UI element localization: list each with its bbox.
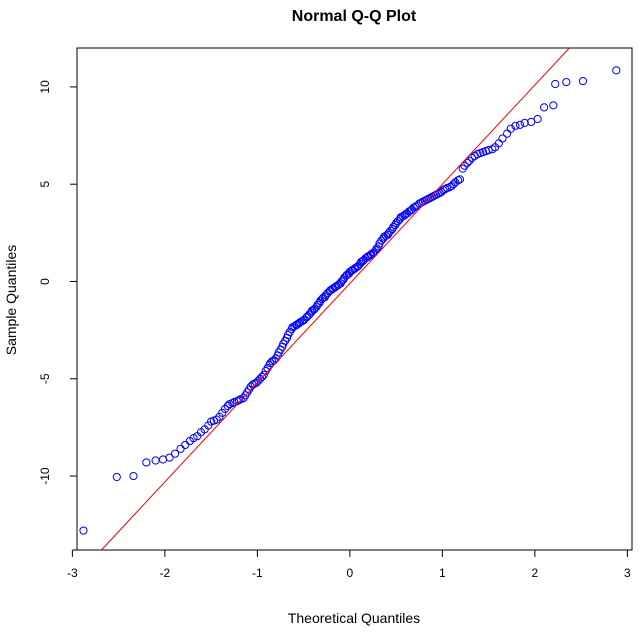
data-point: [318, 293, 328, 303]
data-point: [331, 282, 341, 291]
y-tick-label: 5: [38, 181, 52, 188]
data-point: [578, 76, 588, 86]
data-point: [398, 212, 407, 221]
data-point: [302, 313, 311, 322]
x-tick-label: 0: [347, 566, 354, 580]
data-point: [259, 370, 268, 379]
data-point: [220, 404, 230, 414]
data-point: [334, 280, 343, 289]
chart-title: Normal Q-Q Plot: [292, 8, 417, 25]
data-point: [151, 456, 160, 465]
data-point: [181, 440, 190, 450]
y-tick-label: -5: [38, 373, 52, 384]
data-point: [465, 156, 474, 165]
x-axis: -3 -2 -1 0 1 2 3: [67, 549, 631, 580]
y-axis: -10 -5 0 5 10: [38, 80, 78, 485]
x-tick-label: 2: [532, 566, 539, 580]
data-point: [381, 231, 391, 240]
y-tick-label: 10: [38, 80, 52, 94]
data-point: [129, 471, 138, 481]
y-tick-label: -10: [38, 467, 52, 485]
data-point: [290, 322, 299, 331]
data-point: [212, 415, 221, 424]
data-point: [562, 77, 571, 87]
data-point: [460, 161, 469, 170]
data-point: [463, 158, 472, 167]
data-point: [112, 472, 121, 482]
data-point: [79, 526, 88, 535]
data-point: [364, 252, 373, 261]
data-point: [329, 284, 338, 293]
y-tick-label: 0: [38, 278, 52, 285]
data-point: [345, 267, 354, 276]
y-axis-label: Sample Quantiles: [3, 245, 19, 356]
data-point: [300, 315, 309, 324]
data-point: [549, 101, 558, 110]
data-point: [506, 124, 515, 133]
data-point: [234, 396, 243, 405]
data-point: [361, 254, 370, 263]
data-point: [293, 320, 302, 329]
data-point: [454, 176, 463, 185]
data-point: [511, 121, 520, 130]
x-tick-label: 3: [624, 566, 631, 580]
data-point: [551, 79, 560, 89]
data-point: [612, 66, 621, 75]
x-axis-label: Theoretical Quantiles: [288, 610, 420, 626]
data-point: [176, 444, 185, 453]
plot-frame: [76, 47, 633, 551]
data-point: [533, 114, 542, 124]
data-point: [520, 118, 529, 128]
x-tick-label: 1: [439, 566, 446, 580]
data-point: [455, 175, 465, 184]
data-point: [503, 129, 512, 138]
data-point: [294, 319, 304, 328]
data-point: [540, 103, 549, 112]
data-point: [467, 153, 477, 163]
data-point: [348, 265, 357, 274]
data-point: [326, 286, 335, 295]
data-point: [257, 372, 267, 381]
data-point: [488, 145, 497, 154]
data-point: [498, 134, 507, 143]
reference-line: [101, 47, 570, 551]
x-tick-label: -3: [67, 566, 78, 580]
data-point: [142, 458, 151, 467]
data-point: [372, 244, 381, 253]
data-point: [451, 178, 460, 187]
data-point: [165, 453, 174, 462]
x-tick-label: -2: [160, 566, 171, 580]
data-point: [223, 401, 232, 411]
x-tick-label: -1: [252, 566, 263, 580]
data-point: [515, 120, 525, 129]
data-points: [79, 66, 621, 535]
data-point: [170, 449, 180, 458]
